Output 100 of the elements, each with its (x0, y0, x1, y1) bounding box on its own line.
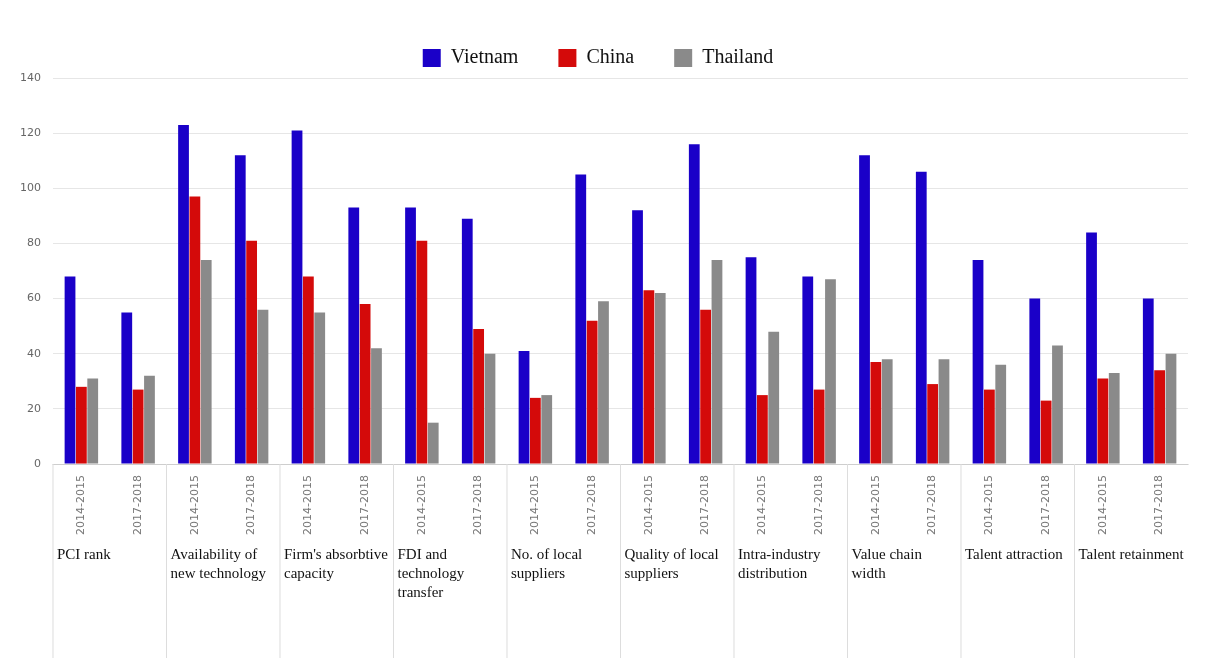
bar (132, 389, 144, 464)
bar (461, 218, 473, 464)
x-tick-label: 2017-2018 (811, 475, 825, 536)
bar (745, 257, 757, 464)
bar (586, 320, 598, 464)
text: Firm's absorbtive capacity (284, 546, 389, 582)
bar (314, 312, 326, 464)
bar (291, 130, 303, 464)
bar (688, 144, 700, 464)
bar (529, 397, 541, 464)
x-tick-label: 2017-2018 (357, 475, 371, 536)
text: Intra-industry distribution (738, 546, 821, 582)
x-tick-label: 2017-2018 (130, 475, 144, 536)
x-tick-label: 2014-2015 (301, 475, 315, 536)
bar (756, 395, 768, 464)
bar (768, 331, 780, 464)
legend-label: Thailand (702, 45, 774, 68)
text: Talent retainment (1078, 546, 1185, 563)
y-tick-label: 100 (20, 181, 41, 195)
y-tick-label: 40 (27, 346, 41, 360)
bar (1154, 370, 1166, 464)
bar (915, 171, 927, 464)
text: Quality of local suppliers (624, 546, 719, 582)
bar (983, 389, 995, 464)
bar (870, 362, 882, 464)
bar (1040, 400, 1052, 464)
bar (427, 422, 439, 464)
bar (1086, 232, 1097, 464)
text: PCI rank (57, 546, 112, 563)
x-tick-label: 2017-2018 (1038, 475, 1052, 536)
x-tick-label: 2017-2018 (471, 475, 485, 536)
bar (405, 207, 416, 464)
bar (541, 395, 553, 464)
bar (473, 328, 485, 464)
bar (938, 359, 950, 464)
bar (700, 309, 712, 464)
bar (518, 350, 530, 464)
x-tick-label: 2014-2015 (641, 475, 655, 536)
x-tick-label: 2017-2018 (1152, 475, 1166, 536)
y-tick-label: 140 (20, 70, 41, 84)
bar (1142, 298, 1154, 464)
bar (1052, 345, 1063, 464)
bar (246, 240, 258, 464)
bar (643, 290, 655, 464)
x-tick-label: 2014-2015 (755, 475, 769, 536)
x-tick-label: 2014-2015 (187, 475, 201, 536)
bar (859, 155, 870, 464)
bar (1029, 298, 1041, 464)
bar (654, 293, 666, 464)
bar (234, 155, 246, 464)
bar (121, 312, 133, 464)
bar (972, 259, 984, 464)
bar (1108, 373, 1120, 464)
y-tick-label: 60 (27, 291, 41, 305)
text: No. of local suppliers (511, 546, 583, 582)
bar (178, 124, 189, 464)
bar (927, 384, 939, 464)
y-tick-label: 80 (27, 236, 41, 250)
bar (802, 276, 814, 464)
bar (598, 301, 609, 464)
bar (632, 210, 643, 464)
bar (75, 386, 87, 464)
bar (1165, 353, 1177, 464)
x-tick-label: 2017-2018 (698, 475, 712, 536)
bar (302, 276, 314, 464)
bar (257, 309, 269, 464)
x-tick-label: 2014-2015 (414, 475, 428, 536)
text: Availability of new technology (170, 546, 267, 582)
y-tick-label: 120 (20, 126, 41, 140)
bar (416, 240, 428, 464)
bar (995, 364, 1007, 464)
bar (575, 174, 587, 464)
y-tick-label: 20 (27, 401, 41, 415)
x-tick-label: 2014-2015 (528, 475, 542, 536)
bar (348, 207, 360, 464)
bar (711, 259, 723, 464)
bar (825, 279, 836, 464)
y-tick-label: 0 (34, 456, 41, 470)
x-tick-label: 2017-2018 (925, 475, 939, 536)
legend-label: China (586, 45, 635, 68)
bar (1097, 378, 1109, 464)
text: Talent attraction (965, 546, 1064, 563)
bar (371, 348, 382, 464)
x-tick-label: 2014-2015 (982, 475, 996, 536)
bar (359, 304, 371, 464)
text: Value chain width (851, 546, 923, 582)
bar (881, 359, 893, 464)
bar (484, 353, 496, 464)
x-tick-label: 2017-2018 (244, 475, 258, 536)
x-tick-label: 2014-2015 (74, 475, 88, 536)
bar (87, 378, 99, 464)
bar (200, 259, 212, 464)
x-tick-label: 2014-2015 (1095, 475, 1109, 536)
bar (144, 375, 155, 464)
legend-label: Vietnam (450, 45, 519, 68)
text: FDI and technology transfer (397, 546, 465, 601)
x-tick-label: 2014-2015 (868, 475, 882, 536)
bar (189, 196, 201, 464)
bar (813, 389, 825, 464)
bar (64, 276, 76, 464)
